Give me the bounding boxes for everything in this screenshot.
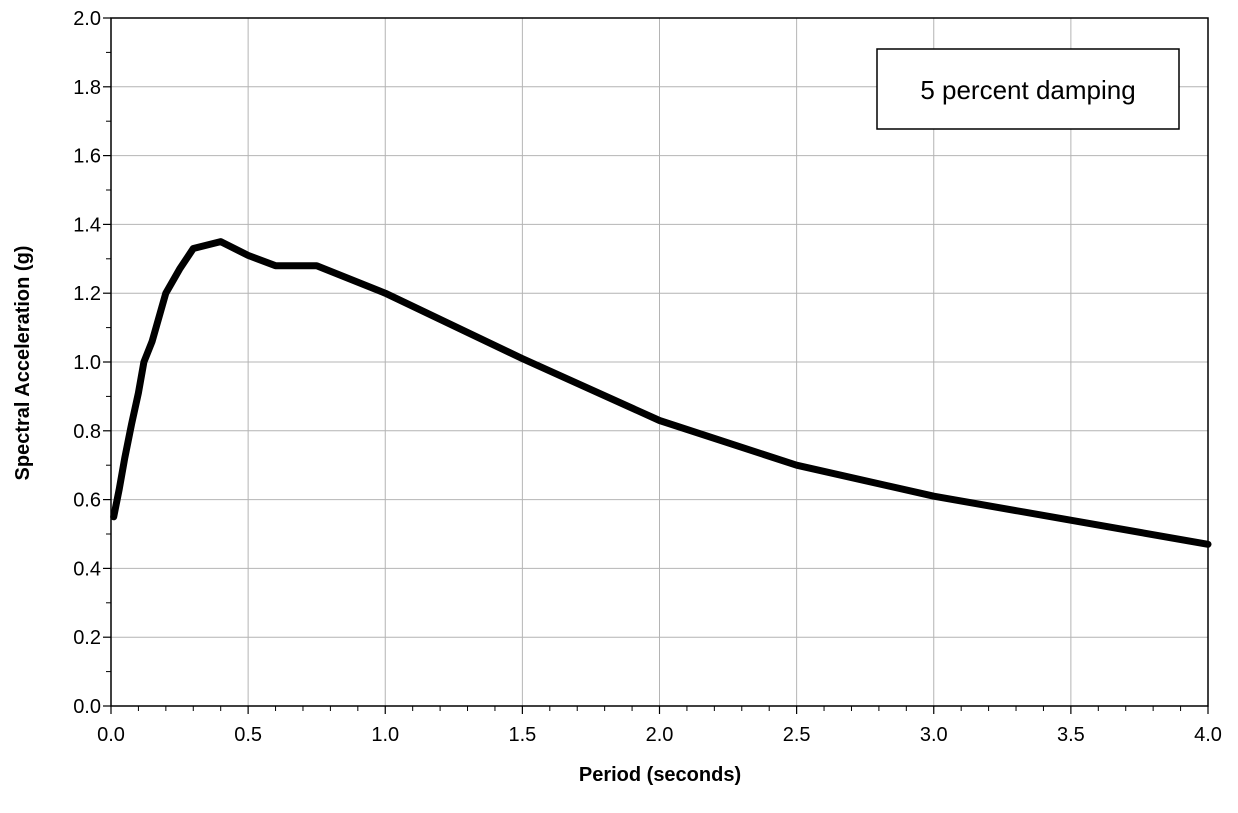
x-tick-label: 2.0 bbox=[646, 724, 674, 746]
y-tick-labels: 0.0 0.2 0.4 0.6 0.8 1.0 1.2 1.4 1.6 1.8 2.0 bbox=[73, 8, 101, 718]
x-tick-label: 0.5 bbox=[234, 724, 262, 746]
annotation-box: 5 percent damping bbox=[876, 48, 1180, 130]
x-tick-label: 1.5 bbox=[508, 724, 536, 746]
y-tick-label: 0.8 bbox=[73, 421, 101, 443]
y-tick-label: 1.2 bbox=[73, 283, 101, 305]
y-tick-label: 1.0 bbox=[73, 352, 101, 374]
y-tick-label: 1.6 bbox=[73, 146, 101, 168]
y-axis-title: Spectral Acceleration (g) bbox=[12, 246, 34, 481]
grid-lines bbox=[111, 18, 1208, 706]
x-tick-label: 3.5 bbox=[1057, 724, 1085, 746]
y-tick-label: 0.6 bbox=[73, 490, 101, 512]
y-tick-label: 0.2 bbox=[73, 627, 101, 649]
annotation-text: 5 percent damping bbox=[920, 75, 1135, 105]
y-tick-label: 0.0 bbox=[73, 696, 101, 718]
y-tick-label: 0.4 bbox=[73, 558, 101, 580]
x-tick-labels: 0.0 0.5 1.0 1.5 2.0 2.5 3.0 3.5 4.0 bbox=[97, 724, 1222, 746]
x-axis-title: Period (seconds) bbox=[579, 764, 741, 786]
plot-area-frame bbox=[110, 17, 1209, 707]
x-tick-label: 0.0 bbox=[97, 724, 125, 746]
x-tick-label: 4.0 bbox=[1194, 724, 1222, 746]
minor-ticks bbox=[103, 17, 1209, 714]
annotation-frame bbox=[876, 48, 1180, 130]
y-tick-label: 1.4 bbox=[73, 214, 101, 236]
x-tick-label: 2.5 bbox=[783, 724, 811, 746]
x-tick-label: 3.0 bbox=[920, 724, 948, 746]
x-tick-label: 1.0 bbox=[371, 724, 399, 746]
y-tick-label: 2.0 bbox=[73, 8, 101, 30]
series-line bbox=[110, 238, 1212, 548]
y-tick-label: 1.8 bbox=[73, 77, 101, 99]
